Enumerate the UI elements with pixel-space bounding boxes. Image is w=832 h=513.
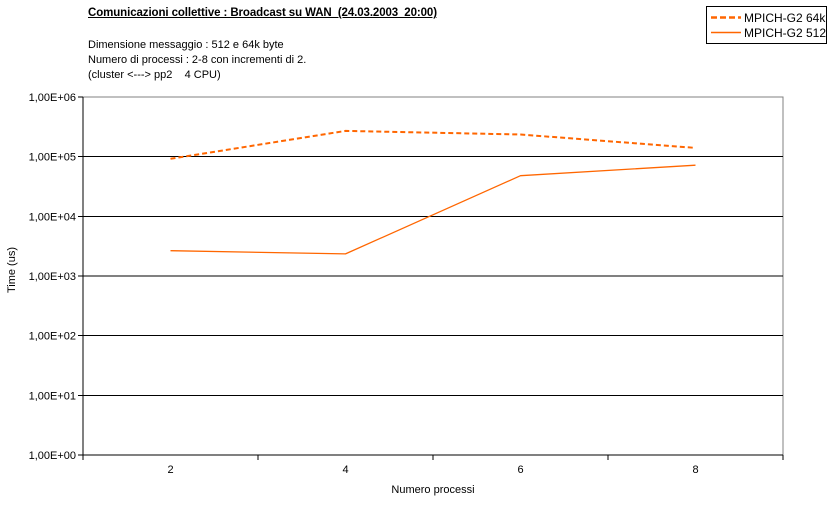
subtitle-line-message-size: Dimensione messaggio : 512 e 64k byte <box>88 39 284 51</box>
x-tick-label: 6 <box>517 464 523 476</box>
legend-item-512: MPICH-G2 512 <box>711 25 827 40</box>
page-title: Comunicazioni collettive : Broadcast su … <box>88 7 437 19</box>
y-tick-label: 1,00E+04 <box>29 211 76 223</box>
solid-line-swatch-icon <box>711 31 741 34</box>
subtitle-line-cluster-info: (cluster <---> pp2 4 CPU) <box>88 69 221 81</box>
series-line-mpich-g2-64k <box>170 129 696 160</box>
series-line-mpich-g2-512 <box>170 164 696 255</box>
subtitle-line-process-count: Numero di processi : 2-8 con incrementi … <box>88 54 307 66</box>
chart-subtitle: Dimensione messaggio : 512 e 64k byte Nu… <box>88 38 306 83</box>
legend-label-512: MPICH-G2 512 <box>744 25 827 40</box>
y-tick-label: 1,00E+00 <box>29 450 76 462</box>
y-tick-label: 1,00E+01 <box>29 390 76 402</box>
x-tick-label: 2 <box>167 464 173 476</box>
legend-label-64k: MPICH-G2 64k <box>744 10 826 25</box>
x-tick-label: 8 <box>692 464 698 476</box>
y-tick-label: 1,00E+02 <box>29 331 76 343</box>
dashed-line-swatch-icon <box>711 16 741 19</box>
x-axis-title: Numero processi <box>391 484 475 496</box>
legend-item-64k: MPICH-G2 64k <box>711 10 826 25</box>
x-tick-label: 4 <box>342 464 348 476</box>
y-tick-label: 1,00E+05 <box>29 152 76 164</box>
y-tick-label: 1,00E+06 <box>29 92 76 104</box>
y-tick-label: 1,00E+03 <box>29 271 76 283</box>
chart-legend: MPICH-G2 64k MPICH-G2 512 <box>706 6 827 44</box>
